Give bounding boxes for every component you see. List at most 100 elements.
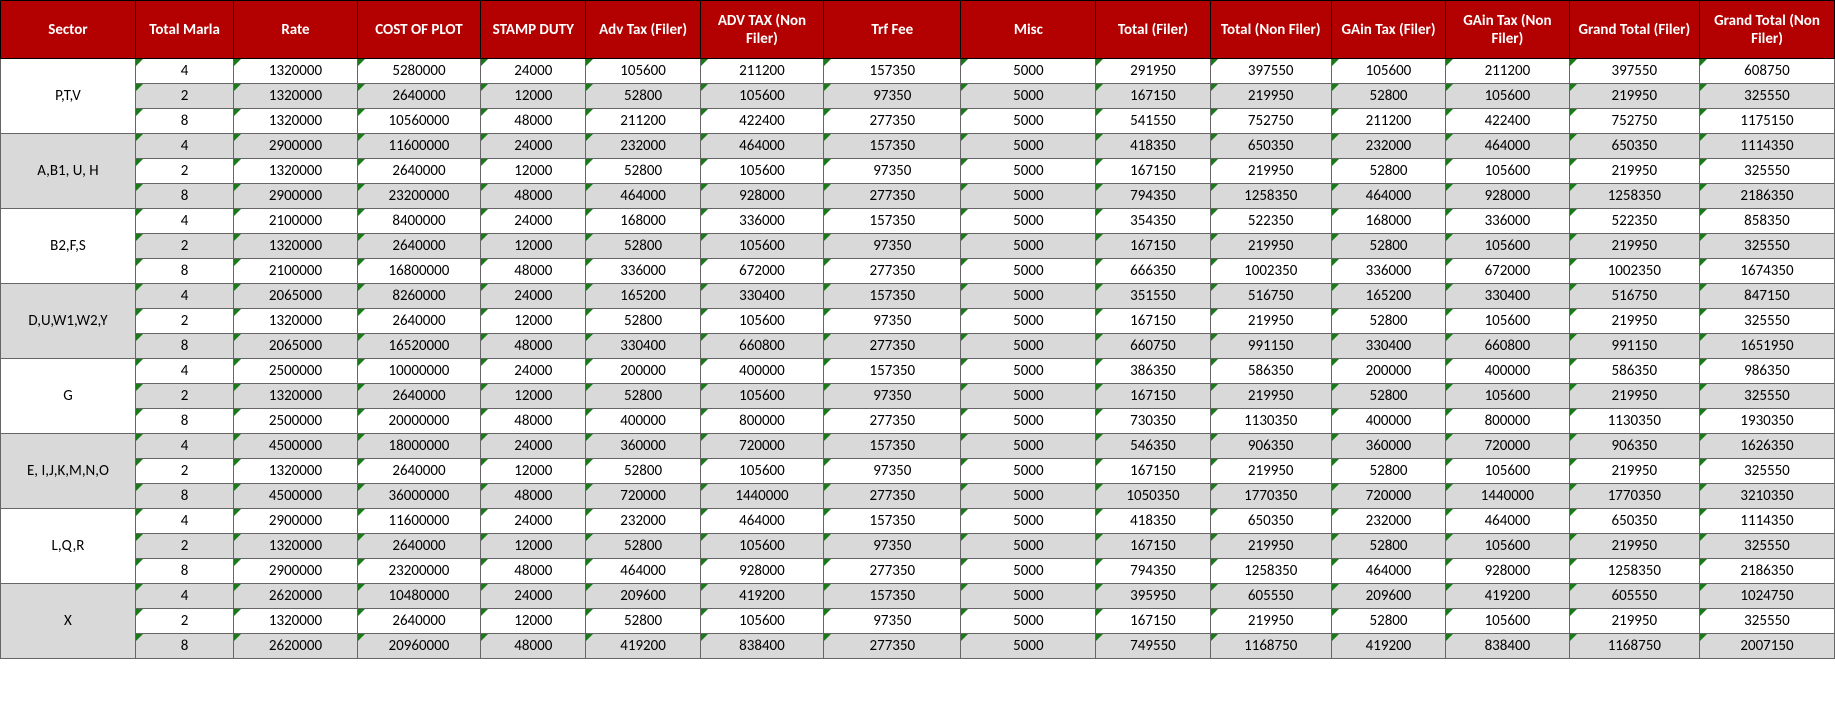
data-cell: 336000 [700,209,823,234]
data-cell: 167150 [1096,309,1210,334]
data-cell: 52800 [586,234,700,259]
data-cell: 1258350 [1210,184,1331,209]
data-cell: 200000 [1331,359,1445,384]
data-cell: 105600 [1446,159,1569,184]
data-cell: 1930350 [1699,409,1834,434]
data-cell: 336000 [1446,209,1569,234]
col-grand-total-nonfiler: Grand Total (Non Filer) [1699,1,1834,59]
col-misc: Misc [961,1,1096,59]
data-cell: 105600 [700,609,823,634]
data-cell: 2620000 [234,634,357,659]
data-cell: 419200 [1446,584,1569,609]
data-cell: 23200000 [357,184,480,209]
data-cell: 277350 [824,334,961,359]
data-cell: 2900000 [234,134,357,159]
data-cell: 2640000 [357,609,480,634]
data-cell: 325550 [1699,384,1834,409]
table-row: B2,F,S4210000084000002400016800033600015… [1,209,1835,234]
data-cell: 4500000 [234,484,357,509]
data-cell: 2 [135,384,233,409]
data-cell: 277350 [824,259,961,284]
data-cell: 1175150 [1699,109,1834,134]
data-cell: 219950 [1210,384,1331,409]
sector-cell: X [1,584,136,659]
data-cell: 546350 [1096,434,1210,459]
data-cell: 325550 [1699,609,1834,634]
data-cell: 749550 [1096,634,1210,659]
data-cell: 105600 [586,59,700,84]
data-cell: 605550 [1210,584,1331,609]
data-cell: 2900000 [234,559,357,584]
data-cell: 20000000 [357,409,480,434]
data-cell: 52800 [1331,84,1445,109]
data-cell: 105600 [700,459,823,484]
col-trf-fee: Trf Fee [824,1,961,59]
data-cell: 16520000 [357,334,480,359]
data-cell: 105600 [1446,234,1569,259]
data-cell: 422400 [700,109,823,134]
data-cell: 720000 [1446,434,1569,459]
data-cell: 5000 [961,234,1096,259]
data-cell: 209600 [586,584,700,609]
data-cell: 5000 [961,259,1096,284]
data-cell: 1002350 [1210,259,1331,284]
data-cell: 5000 [961,584,1096,609]
data-cell: 2620000 [234,584,357,609]
data-cell: 5000 [961,634,1096,659]
data-cell: 24000 [481,209,586,234]
data-cell: 277350 [824,484,961,509]
data-cell: 97350 [824,159,961,184]
data-cell: 991150 [1210,334,1331,359]
data-cell: 794350 [1096,559,1210,584]
sector-cell: L,Q,R [1,509,136,584]
data-cell: 24000 [481,284,586,309]
data-cell: 586350 [1210,359,1331,384]
data-cell: 48000 [481,334,586,359]
data-cell: 2 [135,234,233,259]
table-row: 8250000020000000480004000008000002773505… [1,409,1835,434]
data-cell: 586350 [1569,359,1699,384]
data-cell: 400000 [1446,359,1569,384]
data-cell: 52800 [586,159,700,184]
data-cell: 5000 [961,384,1096,409]
data-cell: 2186350 [1699,184,1834,209]
data-cell: 52800 [1331,159,1445,184]
data-cell: 3210350 [1699,484,1834,509]
data-cell: 12000 [481,609,586,634]
data-cell: 608750 [1699,59,1834,84]
data-cell: 2 [135,309,233,334]
data-cell: 157350 [824,584,961,609]
data-cell: 5000 [961,59,1096,84]
data-cell: 167150 [1096,609,1210,634]
table-row: 8290000023200000480004640009280002773505… [1,559,1835,584]
data-cell: 800000 [1446,409,1569,434]
data-cell: 464000 [1446,509,1569,534]
data-cell: 464000 [586,559,700,584]
data-cell: 105600 [700,234,823,259]
data-cell: 1258350 [1569,184,1699,209]
data-cell: 105600 [1446,459,1569,484]
data-cell: 720000 [586,484,700,509]
data-cell: 986350 [1699,359,1834,384]
data-cell: 5000 [961,284,1096,309]
table-row: 8210000016800000480003360006720002773505… [1,259,1835,284]
data-cell: 522350 [1210,209,1331,234]
data-cell: 5000 [961,184,1096,209]
data-cell: 8400000 [357,209,480,234]
data-cell: 97350 [824,534,961,559]
data-cell: 1130350 [1210,409,1331,434]
data-cell: 209600 [1331,584,1445,609]
data-cell: 12000 [481,384,586,409]
table-row: 8206500016520000480003304006608002773505… [1,334,1835,359]
data-cell: 4 [135,59,233,84]
data-cell: 2100000 [234,259,357,284]
data-cell: 330400 [1331,334,1445,359]
table-row: A,B1, U, H429000001160000024000232000464… [1,134,1835,159]
data-cell: 211200 [586,109,700,134]
data-cell: 605550 [1569,584,1699,609]
data-cell: 5000 [961,84,1096,109]
table-row: 8450000036000000480007200001440000277350… [1,484,1835,509]
data-cell: 2640000 [357,534,480,559]
data-cell: 8 [135,484,233,509]
data-cell: 23200000 [357,559,480,584]
